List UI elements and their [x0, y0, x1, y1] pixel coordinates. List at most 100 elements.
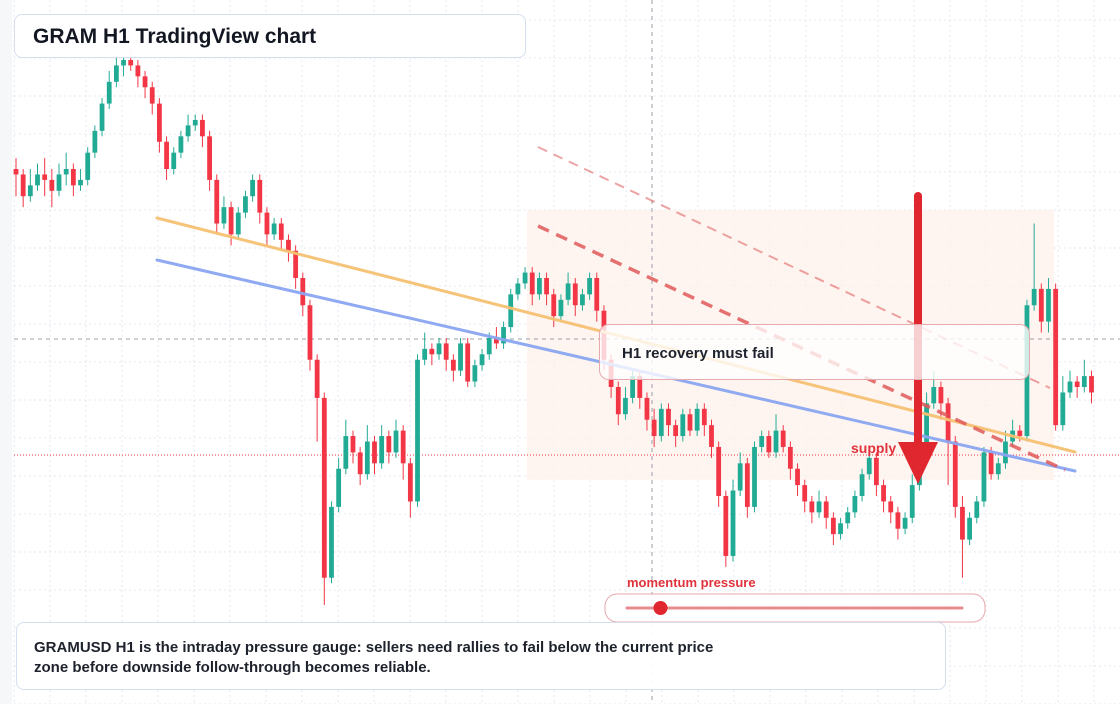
candle-body [580, 294, 585, 306]
candle-body [1067, 381, 1073, 393]
candle-body [386, 436, 392, 453]
momentum-gauge-label: momentum pressure [627, 575, 756, 590]
candle-body [615, 387, 621, 415]
candle-body [572, 283, 578, 306]
chart-title: GRAM H1 TradingView chart [33, 25, 317, 48]
candle-body [393, 430, 399, 453]
candle-body [909, 485, 915, 518]
candle-body [823, 501, 829, 518]
candle-body [723, 496, 729, 556]
candle-body [558, 299, 564, 317]
candle-body [250, 179, 256, 197]
candle-body [407, 463, 413, 502]
candle-body [895, 512, 901, 529]
candle-body [673, 425, 679, 437]
candle-body [157, 103, 162, 142]
candle-body [429, 348, 435, 355]
candle-body [859, 474, 865, 496]
candle-body [1060, 392, 1066, 426]
candle-body [658, 408, 664, 437]
candle-body [680, 414, 686, 437]
candle-body [802, 485, 808, 502]
candle-body [730, 490, 736, 556]
candle-body [773, 430, 779, 453]
candle-body [529, 272, 535, 295]
candle-body [178, 136, 184, 153]
candle-body [931, 387, 937, 404]
candle-body [630, 376, 636, 398]
candle-body [479, 354, 485, 366]
candle-body [995, 463, 1001, 475]
left-scale-strip [0, 0, 12, 704]
analysis-note: GRAMUSD H1 is the intraday pressure gaug… [34, 639, 714, 676]
candle-body [759, 436, 765, 447]
candle-body [952, 441, 958, 507]
candle-body [343, 436, 349, 469]
candle-body [744, 463, 750, 507]
candle-body [945, 403, 951, 442]
candle-body [587, 278, 592, 295]
candle-body [493, 337, 499, 344]
candle-body [135, 65, 141, 77]
candle-body [924, 403, 929, 447]
candle-body [13, 169, 19, 175]
candle-body [63, 169, 69, 175]
candle-body [737, 463, 743, 491]
candle-body [264, 212, 270, 235]
candle-body [128, 60, 134, 66]
candle-body [20, 174, 26, 197]
supply-arrow-head [898, 442, 938, 484]
candle-body [1089, 376, 1094, 393]
candle-body [450, 359, 456, 371]
candle-body [113, 65, 119, 82]
candle-body [235, 212, 241, 235]
candle-body [99, 103, 105, 131]
candle-body [458, 343, 463, 371]
candle-body [422, 348, 428, 360]
candle-body [70, 169, 76, 186]
candle-body [221, 207, 227, 224]
candle-body [329, 506, 334, 578]
candle-body [1038, 288, 1044, 322]
candle-body [357, 452, 363, 475]
candle-body [666, 408, 671, 426]
candle-body [185, 125, 191, 137]
candle-body [336, 468, 342, 507]
candle-body [594, 278, 600, 311]
candle-body [443, 343, 449, 360]
candle-body [1031, 288, 1037, 306]
candle-body [752, 446, 757, 507]
supply-label: supply [851, 440, 897, 456]
candle-body [1081, 376, 1087, 387]
candle-body [192, 119, 198, 126]
candle-body [278, 223, 284, 240]
candle-body [651, 419, 657, 437]
candle-body [967, 517, 973, 540]
candle-body [243, 196, 248, 213]
candle-body [501, 327, 506, 344]
candle-body [1053, 288, 1059, 426]
candle-body [515, 283, 521, 295]
candle-body [436, 343, 442, 355]
candle-body [988, 452, 994, 475]
candle-body [544, 278, 549, 295]
candle-body [981, 452, 987, 502]
callout-text: H1 recovery must fail [622, 345, 774, 362]
candle-body [852, 496, 858, 513]
candle-body [830, 517, 836, 535]
candle-body [623, 397, 628, 415]
candle-body [228, 207, 234, 235]
candle-body [874, 457, 879, 486]
candle-body [286, 239, 291, 251]
candle-body [508, 294, 514, 328]
candle-body [1046, 288, 1051, 322]
candle-body [780, 430, 786, 447]
analysis-note-card: GRAMUSD H1 is the intraday pressure gaug… [16, 622, 946, 690]
candle-body [974, 501, 980, 518]
candle-body [866, 457, 872, 475]
candle-body [257, 179, 263, 213]
candle-body [149, 87, 155, 104]
candle-body [809, 501, 815, 513]
candle-body [551, 294, 557, 317]
candle-body [888, 501, 894, 513]
